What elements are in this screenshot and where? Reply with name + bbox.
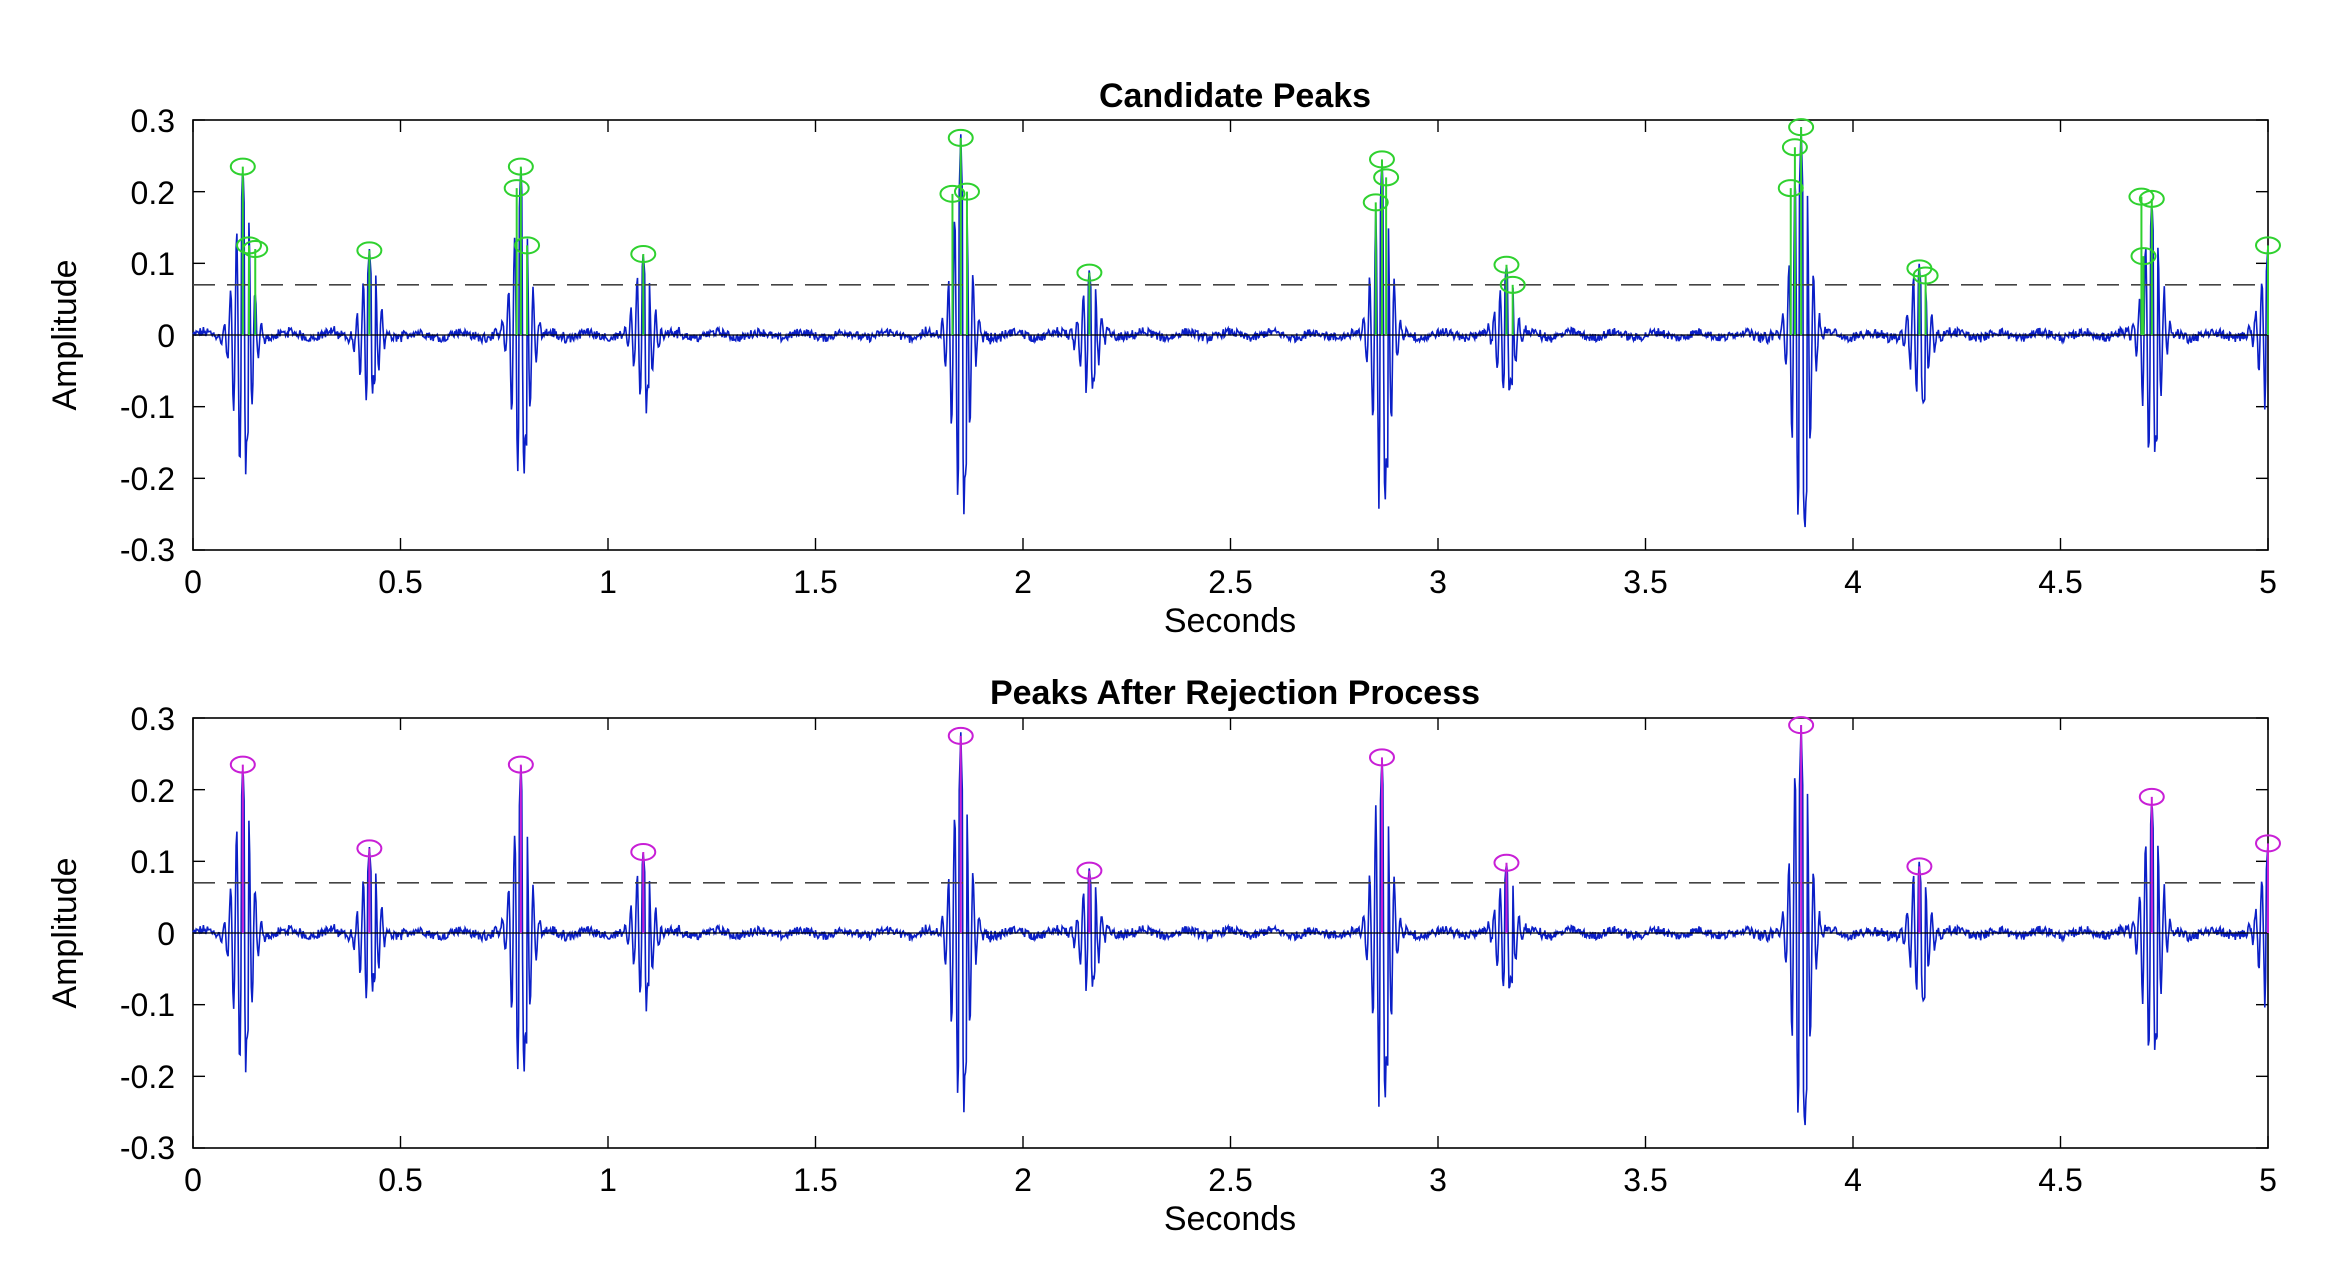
peak-marker bbox=[1493, 255, 1520, 274]
peak-marker bbox=[1368, 150, 1395, 169]
peak-marker bbox=[503, 179, 530, 198]
threshold-layer bbox=[193, 284, 2268, 336]
x-tick-labels: 0 0.5 1 1.5 2 2.5 3 3.5 4 4.5 5 bbox=[184, 564, 2277, 600]
peak-marker bbox=[1788, 118, 1815, 137]
peak-marker bbox=[2255, 834, 2281, 853]
x-tick-label: 3.5 bbox=[1623, 1162, 1667, 1198]
y-tick-label: -0.2 bbox=[120, 1059, 175, 1095]
peak-marker bbox=[630, 843, 657, 862]
x-tick-label: 2 bbox=[1014, 564, 1032, 600]
peak-marker bbox=[1368, 748, 1395, 767]
peak-marker bbox=[229, 755, 256, 774]
y-tick-label: 0.1 bbox=[131, 246, 175, 282]
y-tick-label: 0.3 bbox=[131, 103, 175, 139]
peak-marker bbox=[1777, 179, 1804, 198]
x-tick-label: 3 bbox=[1429, 1162, 1447, 1198]
peak-marker bbox=[507, 755, 534, 774]
threshold-layer bbox=[193, 882, 2268, 934]
y-tick-labels: 0.3 0.2 0.1 0 -0.1 -0.2 -0.3 bbox=[120, 701, 175, 1166]
x-tick-label: 4 bbox=[1844, 564, 1862, 600]
x-tick-label: 0 bbox=[184, 564, 202, 600]
x-tick-label: 1.5 bbox=[793, 564, 837, 600]
peak-marker bbox=[356, 241, 383, 260]
peak-marker bbox=[2130, 247, 2157, 266]
y-axis-label: Amplitude bbox=[46, 259, 84, 410]
peak-marker bbox=[1493, 853, 1520, 872]
y-tick-label: 0.3 bbox=[131, 701, 175, 737]
peak-marker bbox=[514, 236, 541, 255]
y-tick-label: 0.1 bbox=[131, 844, 175, 880]
peak-marker bbox=[1076, 861, 1103, 880]
x-tick-label: 2.5 bbox=[1208, 1162, 1252, 1198]
peak-markers-layer bbox=[229, 716, 2281, 933]
x-axis-label: Seconds bbox=[1164, 1200, 1296, 1238]
y-tick-label: 0.2 bbox=[131, 773, 175, 809]
peak-markers-layer bbox=[229, 118, 2281, 335]
peak-marker bbox=[507, 157, 534, 176]
peak-marker bbox=[1373, 168, 1400, 187]
peak-marker bbox=[229, 157, 256, 176]
peak-marker bbox=[1788, 716, 1815, 735]
peak-marker bbox=[630, 245, 657, 264]
x-tick-label: 1.5 bbox=[793, 1162, 837, 1198]
y-tick-label: -0.3 bbox=[120, 532, 175, 568]
peak-marker bbox=[2138, 189, 2165, 208]
x-tick-label: 4.5 bbox=[2038, 1162, 2082, 1198]
tick-marks bbox=[192, 119, 2269, 551]
x-tick-label: 5 bbox=[2259, 564, 2277, 600]
peak-marker bbox=[1076, 263, 1103, 282]
x-tick-label: 1 bbox=[599, 1162, 617, 1198]
rejection-peaks-plot: Peaks After Rejection Process 0.3 0.2 0.… bbox=[46, 674, 2281, 1238]
x-tick-label: 0.5 bbox=[378, 1162, 422, 1198]
peak-marker bbox=[1362, 193, 1389, 212]
peak-marker bbox=[242, 240, 269, 258]
chart-title: Candidate Peaks bbox=[1099, 77, 1371, 115]
peak-marker bbox=[939, 184, 966, 203]
peak-marker bbox=[356, 839, 383, 858]
y-tick-label: 0 bbox=[157, 916, 175, 952]
x-tick-label: 4 bbox=[1844, 1162, 1862, 1198]
peak-marker bbox=[947, 726, 974, 745]
peak-marker bbox=[1499, 275, 1526, 294]
peak-marker bbox=[2255, 236, 2281, 255]
y-tick-label: -0.1 bbox=[120, 987, 175, 1023]
x-tick-label: 1 bbox=[599, 564, 617, 600]
x-tick-label: 4.5 bbox=[2038, 564, 2082, 600]
peak-marker bbox=[1912, 266, 1939, 285]
y-tick-label: -0.3 bbox=[120, 1130, 175, 1166]
peak-marker bbox=[236, 236, 263, 255]
x-tick-label: 2.5 bbox=[1208, 564, 1252, 600]
x-tick-label: 5 bbox=[2259, 1162, 2277, 1198]
x-tick-label: 3 bbox=[1429, 564, 1447, 600]
peak-marker bbox=[1781, 138, 1808, 157]
x-tick-label: 0 bbox=[184, 1162, 202, 1198]
x-tick-label: 3.5 bbox=[1623, 564, 1667, 600]
chart-title: Peaks After Rejection Process bbox=[990, 674, 1480, 712]
peak-marker bbox=[947, 128, 974, 147]
y-tick-label: 0 bbox=[157, 318, 175, 354]
y-tick-labels: 0.3 0.2 0.1 0 -0.1 -0.2 -0.3 bbox=[120, 103, 175, 568]
peak-marker bbox=[953, 182, 980, 201]
x-tick-label: 2 bbox=[1014, 1162, 1032, 1198]
candidate-peaks-plot: Candidate Peaks 0.3 0.2 0.1 0 -0.1 -0.2 … bbox=[46, 77, 2281, 640]
y-tick-label: -0.1 bbox=[120, 389, 175, 425]
x-tick-label: 0.5 bbox=[378, 564, 422, 600]
y-tick-label: 0.2 bbox=[131, 175, 175, 211]
peak-marker bbox=[1906, 857, 1933, 876]
x-tick-labels: 0 0.5 1 1.5 2 2.5 3 3.5 4 4.5 5 bbox=[184, 1162, 2277, 1198]
y-tick-label: -0.2 bbox=[120, 461, 175, 497]
x-axis-label: Seconds bbox=[1164, 602, 1296, 640]
peak-marker bbox=[2138, 787, 2165, 806]
peak-marker bbox=[2128, 187, 2155, 206]
y-axis-label: Amplitude bbox=[46, 857, 84, 1008]
